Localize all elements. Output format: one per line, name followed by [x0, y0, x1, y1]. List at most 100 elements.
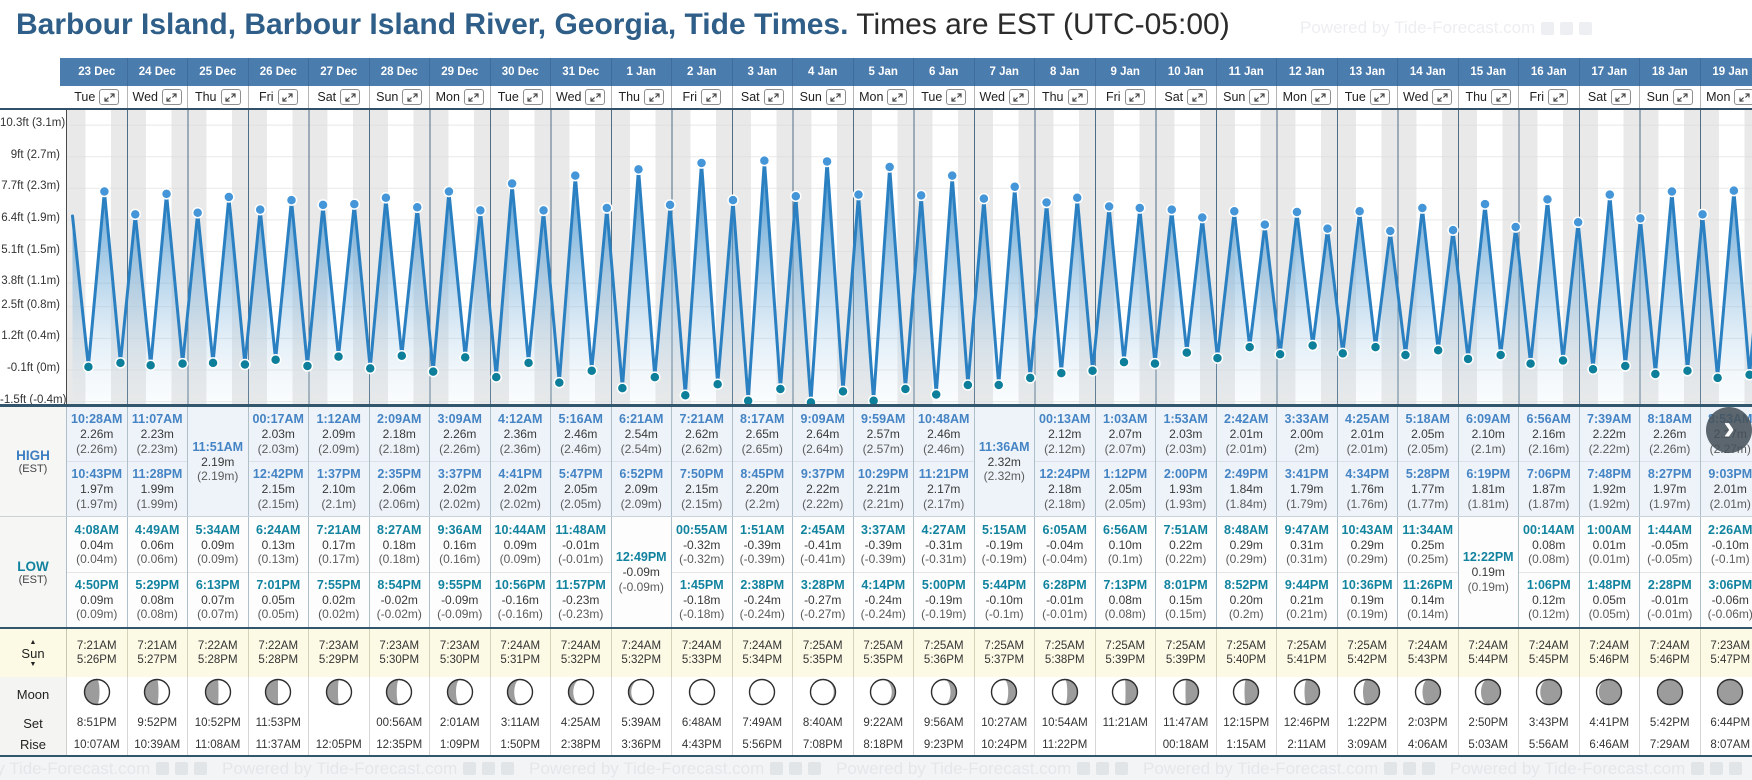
- watermark-icon: [789, 762, 803, 775]
- tide-time: 7:39AM: [1587, 412, 1632, 426]
- tide-height-secondary: (2.01m): [1346, 441, 1388, 456]
- expand-day-icon[interactable]: [522, 89, 543, 105]
- expand-day-icon[interactable]: [1187, 89, 1208, 105]
- expand-day-icon[interactable]: [644, 89, 665, 105]
- expand-day-icon[interactable]: [763, 89, 784, 105]
- expand-day-icon[interactable]: [340, 89, 361, 105]
- expand-day-icon[interactable]: [220, 89, 241, 105]
- tide-height: -0.10m: [1711, 537, 1749, 552]
- expand-day-icon[interactable]: [1369, 89, 1390, 105]
- tide-height-secondary: (-0.19m): [981, 552, 1027, 566]
- weekday-label: Tue: [74, 90, 96, 104]
- expand-day-icon[interactable]: [161, 89, 182, 105]
- tide-height-secondary: (2.17m): [923, 496, 965, 511]
- tide-height-secondary: (0.29m): [1346, 552, 1388, 566]
- tide-height-secondary: (0.19m): [1467, 579, 1509, 594]
- tide-height-secondary: (-0.27m): [800, 607, 846, 621]
- tide-time: 6:13PM: [195, 577, 240, 592]
- expand-day-icon[interactable]: [1008, 89, 1029, 105]
- tide-time: 7:51AM: [1163, 522, 1208, 537]
- expand-day-icon[interactable]: [1249, 89, 1270, 105]
- expand-day-icon[interactable]: [701, 89, 722, 105]
- expand-day-icon[interactable]: [887, 89, 908, 105]
- expand-day-icon[interactable]: [1491, 89, 1512, 105]
- expand-day-icon[interactable]: [585, 89, 606, 105]
- tide-time: 8:48AM: [1224, 522, 1269, 537]
- tide-height-secondary: (-0.09m): [618, 579, 664, 594]
- expand-day-icon[interactable]: [1067, 89, 1088, 105]
- tide-height: 1.84m: [1229, 482, 1263, 496]
- sunset-arrow-icon[interactable]: ▼: [29, 660, 37, 668]
- tide-time: 9:47AM: [1284, 522, 1329, 537]
- y-axis-tick: -1.5ft (-0.4m): [0, 393, 67, 404]
- tide-time: 10:29PM: [857, 467, 909, 481]
- tide-time: 4:27AM: [921, 522, 966, 537]
- moonrise-cell: 2:38PM: [551, 734, 612, 755]
- tide-height: 0.06m: [140, 537, 174, 552]
- next-page-button[interactable]: ›: [1706, 407, 1752, 453]
- tide-height: 2.18m: [382, 427, 416, 441]
- low-tide-entry: 6:24AM 0.13m (0.13m): [249, 518, 309, 572]
- tide-time: 2:26AM: [1708, 522, 1752, 537]
- sunrise-time: 7:22AM: [197, 640, 238, 652]
- sunrise-arrow-icon[interactable]: ▲: [29, 638, 37, 646]
- tide-height-secondary: (0.22m): [1165, 552, 1207, 566]
- low-tide-cell: 9:36AM 0.16m (0.16m) 9:55PM -0.09m (-0.09m): [430, 517, 491, 627]
- moonset-cell: 8:40AM: [793, 712, 854, 734]
- tide-height-secondary: (2.02m): [439, 496, 481, 511]
- tide-time: 4:14PM: [861, 577, 906, 592]
- high-tide-entry: 2:49PM 1.84m (1.84m): [1216, 461, 1276, 516]
- low-tide-cell: 11:34AM 0.25m (0.25m) 11:26PM 0.14m (0.14m): [1398, 517, 1459, 627]
- high-tide-cell: 7:21AM 2.62m (2.62m) 7:50PM 2.15m (2.15m): [672, 407, 733, 516]
- low-tide-entry: 8:01PM 0.15m (0.15m): [1156, 571, 1216, 627]
- moonset-cell: 10:52PM: [188, 712, 249, 734]
- sun-times-cell: 7:25AM 5:40PM: [1216, 629, 1277, 677]
- high-tide-entry: 5:47PM 2.05m (2.05m): [551, 461, 611, 516]
- expand-day-icon[interactable]: [99, 89, 120, 105]
- high-tide-entry: 11:21PM 2.17m (2.17m): [914, 461, 974, 516]
- expand-day-icon[interactable]: [1310, 89, 1331, 105]
- expand-day-icon[interactable]: [1124, 89, 1145, 105]
- expand-day-icon[interactable]: [463, 89, 484, 105]
- high-tide-entry: 11:51AM 2.19m (2.19m): [188, 435, 248, 489]
- high-tide-cell: 2:09AM 2.18m (2.18m) 2:35PM 2.06m (2.06m): [369, 407, 430, 516]
- high-tide-entry: 10:43PM 1.97m (1.97m): [67, 461, 127, 516]
- moonrise-cell: 11:37AM: [248, 734, 309, 755]
- moon-phase-icon: [930, 678, 958, 711]
- tide-height-secondary: (-0.16m): [497, 607, 543, 621]
- y-axis-tick: 10.3ft (3.1m): [0, 117, 66, 130]
- expand-day-icon[interactable]: [946, 89, 967, 105]
- sun-label: Sun: [21, 645, 45, 661]
- expand-day-icon[interactable]: [1610, 89, 1631, 105]
- low-tide-entry: 10:44AM 0.09m (0.09m): [491, 518, 551, 572]
- high-tide-cell: 7:39AM 2.22m (2.22m) 7:48PM 1.92m (1.92m): [1579, 407, 1640, 516]
- tide-height-secondary: (2.09m): [318, 441, 360, 456]
- moonset-cell: 11:21AM: [1095, 712, 1156, 734]
- tide-time: 7:01PM: [256, 577, 301, 592]
- tide-height: 0.04m: [80, 537, 114, 552]
- tide-height-secondary: (2.26m): [76, 441, 118, 456]
- moonrise-cell: 8:07AM: [1700, 734, 1752, 755]
- expand-day-icon[interactable]: [1672, 89, 1693, 105]
- watermark-text: Powered by Tide-Forecast.com: [529, 758, 765, 778]
- expand-day-icon[interactable]: [825, 89, 846, 105]
- expand-day-icon[interactable]: [277, 89, 298, 105]
- sun-times-cell: 7:25AM 5:41PM: [1277, 629, 1338, 677]
- tide-height: -0.09m: [441, 592, 479, 607]
- weekday-cell: Sun: [1640, 86, 1701, 108]
- weekday-cell: Sun: [793, 86, 854, 108]
- moonrise-cell: 8:18PM: [853, 734, 914, 755]
- tide-height-secondary: (2.32m): [983, 469, 1025, 483]
- moon-phase-cell: [672, 677, 733, 712]
- date-cell: 13 Jan: [1337, 58, 1398, 86]
- moon-phase-icon: [1535, 678, 1563, 711]
- high-tide-entry: 7:48PM 1.92m (1.92m): [1579, 461, 1639, 516]
- date-cell: 30 Dec: [490, 58, 551, 86]
- expand-day-icon[interactable]: [1432, 89, 1453, 105]
- expand-day-icon[interactable]: [1734, 89, 1752, 105]
- expand-day-icon[interactable]: [402, 89, 423, 105]
- tide-time: 5:44PM: [982, 577, 1027, 592]
- moonrise-cell: 11:08AM: [188, 734, 249, 755]
- tide-height-secondary: (0.19m): [1346, 607, 1388, 621]
- expand-day-icon[interactable]: [1548, 89, 1569, 105]
